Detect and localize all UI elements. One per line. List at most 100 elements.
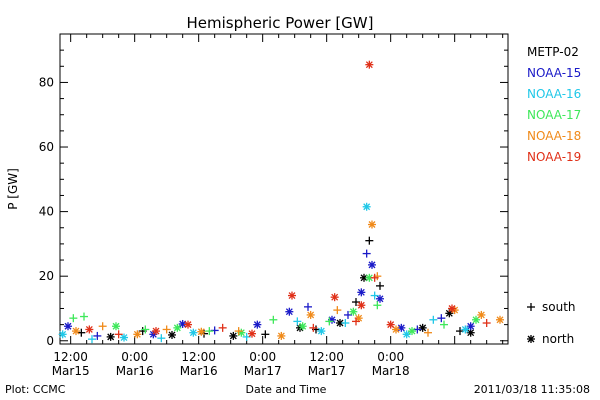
data-point-south [352, 317, 360, 326]
data-point-north [168, 330, 176, 339]
series-noaa-15 [64, 249, 475, 340]
legend-entry: METP-02 [527, 45, 579, 59]
y-tick-label: 60 [39, 140, 54, 154]
data-point-north [386, 320, 395, 329]
star-mark-d2 [288, 292, 296, 300]
data-point-north [349, 307, 358, 316]
data-point-north [365, 60, 374, 69]
star-mark-d2 [248, 330, 256, 338]
data-point-south [376, 281, 384, 290]
data-point-south [527, 303, 535, 311]
data-point-north [450, 306, 459, 315]
star-mark-d2 [168, 331, 176, 339]
star-mark-d2 [357, 288, 365, 296]
star-mark-d2 [403, 330, 411, 338]
y-tick-label: 20 [39, 269, 54, 283]
data-point-north [112, 322, 120, 331]
star-mark-d2 [317, 327, 325, 335]
data-point-north [189, 328, 198, 337]
x-tick-label-date: Mar15 [52, 364, 90, 378]
data-point-north [58, 330, 67, 339]
data-point-south [261, 330, 270, 339]
data-point-north [330, 293, 339, 302]
plot-frame [59, 33, 509, 345]
star-mark-d2 [120, 334, 128, 342]
star-mark-d2 [184, 321, 192, 329]
data-point-north [461, 325, 470, 334]
star-mark-d2 [331, 293, 339, 301]
star-mark-d2 [72, 327, 80, 335]
x-tick-label-time: 0:00 [121, 350, 148, 364]
data-point-north [85, 325, 94, 334]
data-point-south [218, 323, 227, 332]
data-point-south [482, 319, 491, 328]
x-tick-label-time: 12:00 [309, 350, 344, 364]
data-point-north [317, 327, 326, 336]
star-mark-d2 [477, 311, 485, 319]
data-point-south [69, 314, 78, 323]
x-axis: 12:00Mar150:00Mar1612:00Mar160:00Mar1712… [52, 34, 504, 378]
data-point-north [133, 330, 142, 339]
star-mark-d2 [107, 333, 115, 341]
data-point-south [157, 334, 166, 343]
data-point-north [472, 315, 480, 324]
hemisphere-legend-label: south [542, 300, 576, 314]
data-point-south [93, 331, 102, 340]
star-mark-d2 [365, 274, 373, 282]
star-mark-d2 [299, 322, 307, 330]
y-axis: 0 20 40 60 80 [39, 49, 508, 348]
star-mark-d2 [408, 327, 416, 335]
data-point-north [120, 333, 128, 342]
y-tick-label: 0 [46, 334, 54, 348]
star-mark-d2 [467, 329, 475, 337]
y-axis-label: P [GW] [6, 168, 20, 210]
data-point-south [370, 273, 379, 282]
data-point-south [293, 317, 302, 326]
data-point-north [368, 260, 376, 269]
data-point-south [341, 319, 350, 328]
data-point-north [229, 331, 238, 340]
data-point-north [408, 327, 416, 336]
series-noaa-16 [58, 202, 470, 344]
data-point-south [429, 315, 438, 324]
data-point-south [309, 323, 318, 332]
star-mark-d2 [133, 330, 141, 338]
data-point-north [376, 294, 384, 303]
data-point-south [98, 322, 107, 331]
data-point-north [392, 325, 400, 334]
data-point-north [402, 330, 411, 339]
series-noaa-18 [72, 220, 504, 340]
star-mark-d2 [189, 329, 197, 337]
data-point-south [114, 330, 123, 339]
legend-entry: NOAA-18 [527, 129, 581, 143]
data-point-north [357, 288, 366, 297]
star-mark-d2 [349, 308, 357, 316]
data-points [58, 60, 504, 344]
data-point-south [333, 306, 342, 315]
data-point-south [413, 325, 422, 334]
star-mark-d2 [472, 316, 480, 324]
x-tick-label-time: 12:00 [181, 350, 216, 364]
star-mark-d2 [448, 305, 456, 312]
series-noaa-17 [69, 273, 480, 337]
data-point-south [80, 312, 88, 321]
x-tick-label-date: Mar17 [244, 364, 282, 378]
data-point-north [477, 310, 486, 319]
data-point-north [368, 220, 376, 229]
star-mark-d2 [355, 314, 363, 322]
data-point-north [248, 329, 256, 338]
data-point-south [162, 325, 171, 334]
legend-entry: NOAA-19 [527, 150, 581, 164]
data-point-north [357, 301, 366, 310]
data-point-south [362, 249, 371, 258]
star-mark-d2 [357, 301, 365, 309]
data-point-south [325, 317, 334, 326]
data-point-south [370, 291, 379, 300]
data-point-north [285, 307, 294, 316]
star-mark-d2 [173, 324, 181, 332]
x-tick-label-date: Mar16 [180, 364, 218, 378]
data-point-south [456, 327, 464, 336]
star-mark-d2 [365, 61, 373, 69]
star-mark-d2 [336, 319, 344, 327]
data-point-north [288, 291, 296, 300]
